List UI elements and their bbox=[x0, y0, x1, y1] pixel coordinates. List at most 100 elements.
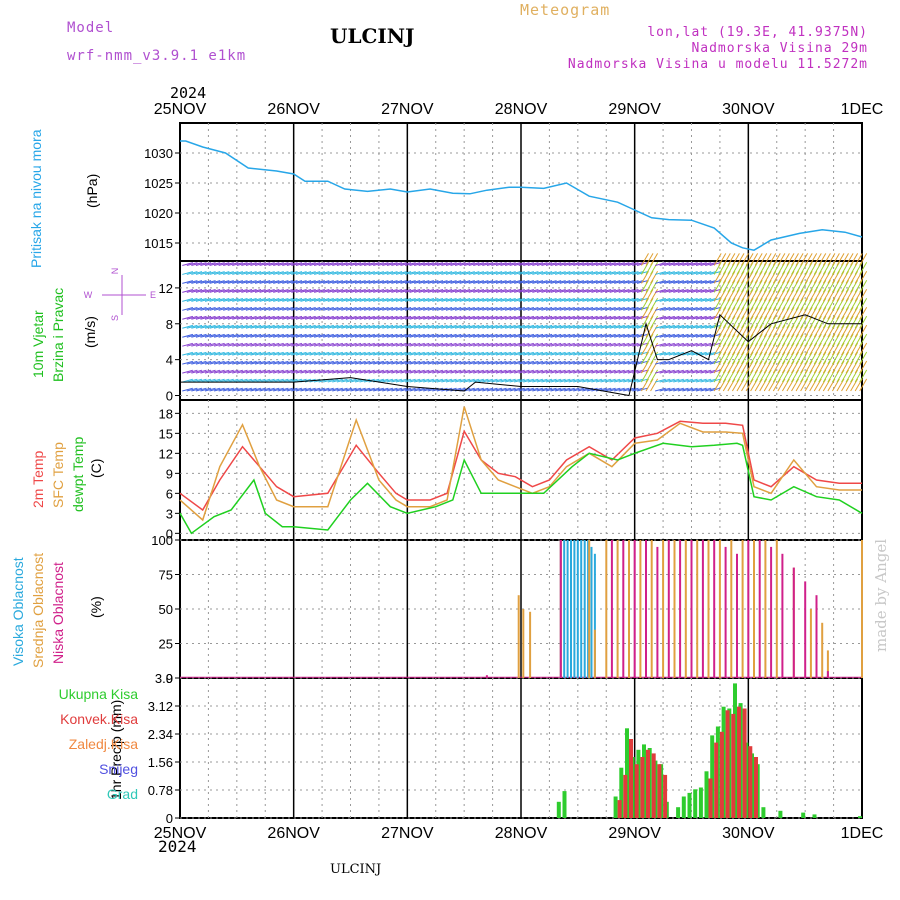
wind-barb bbox=[300, 333, 312, 338]
wind-barb bbox=[500, 333, 512, 338]
wind-barb bbox=[336, 307, 348, 311]
wind-barb bbox=[713, 324, 722, 338]
wind-barb bbox=[727, 360, 736, 374]
wind-barb bbox=[859, 306, 868, 320]
wind-barb bbox=[745, 369, 754, 383]
wind-barb bbox=[713, 262, 722, 275]
wind-barb bbox=[800, 378, 809, 392]
wind-barb bbox=[532, 387, 544, 392]
wind-barb bbox=[286, 378, 298, 383]
wind-barb bbox=[682, 342, 694, 347]
wind-barb bbox=[432, 298, 444, 302]
wind-barb bbox=[323, 387, 334, 392]
wind-barb bbox=[454, 307, 466, 311]
precip-bar-total bbox=[710, 735, 715, 818]
wind-barb bbox=[213, 271, 225, 275]
wind-barb bbox=[491, 351, 503, 356]
wind-barb bbox=[736, 288, 745, 302]
wind-barb bbox=[772, 271, 781, 284]
wind-barb bbox=[514, 307, 525, 311]
wind-barb bbox=[822, 262, 831, 275]
wind-barb bbox=[450, 298, 462, 302]
wind-barb bbox=[500, 280, 512, 284]
compass-n: N bbox=[110, 268, 120, 275]
wind-barb bbox=[763, 280, 772, 293]
wind-barb bbox=[282, 315, 294, 320]
wind-barb bbox=[241, 369, 253, 374]
cloud-bar-low bbox=[633, 540, 636, 678]
wind-barb bbox=[500, 289, 512, 293]
wind-barb bbox=[623, 271, 635, 275]
wind-barb bbox=[604, 351, 616, 356]
wind-barb bbox=[836, 306, 845, 320]
wind-barb bbox=[218, 342, 230, 347]
wind-barb bbox=[245, 369, 257, 374]
wind-barb bbox=[632, 307, 644, 311]
wind-barb bbox=[268, 387, 280, 392]
wind-barb bbox=[818, 351, 827, 365]
wind-barb bbox=[645, 369, 654, 383]
wind-barb bbox=[504, 280, 516, 284]
wind-barb bbox=[186, 351, 198, 356]
wind-barb bbox=[418, 298, 430, 302]
wind-barb bbox=[564, 324, 575, 329]
wind-barb bbox=[609, 351, 621, 356]
wind-barb bbox=[359, 298, 371, 302]
wind-barb bbox=[477, 289, 489, 293]
wind-barb bbox=[795, 351, 804, 365]
wind-barb bbox=[600, 280, 612, 284]
wind-barb bbox=[759, 280, 768, 293]
precip-bar-conv bbox=[719, 731, 724, 818]
wind-barb bbox=[218, 387, 230, 392]
wind-barb bbox=[686, 271, 698, 275]
wind-barb bbox=[250, 378, 262, 383]
wind-barb bbox=[409, 378, 421, 383]
wind-barb bbox=[386, 307, 398, 311]
wind-barb bbox=[323, 262, 334, 266]
wind-barb bbox=[804, 262, 813, 275]
wind-barb bbox=[259, 369, 271, 374]
wind-barb bbox=[445, 280, 457, 284]
wind-barb bbox=[464, 387, 475, 392]
wind-barb bbox=[532, 280, 544, 284]
wind-barb bbox=[477, 307, 489, 311]
wind-barb bbox=[586, 271, 598, 275]
wind-barb bbox=[686, 315, 698, 320]
wind-barb bbox=[218, 307, 230, 311]
wind-barb bbox=[482, 369, 494, 374]
wind-barb bbox=[659, 271, 671, 275]
wind-barb bbox=[441, 333, 453, 338]
wind-barb bbox=[568, 280, 580, 284]
wind-barb bbox=[350, 262, 362, 266]
wind-barb bbox=[632, 387, 644, 392]
wind-barb bbox=[232, 351, 244, 356]
wind-barb bbox=[600, 351, 612, 356]
wind-barb bbox=[232, 298, 244, 302]
wind-barb bbox=[536, 333, 548, 338]
date-label-top: 29NOV bbox=[608, 101, 661, 118]
wind-barb bbox=[568, 324, 580, 329]
wind-barb bbox=[854, 342, 863, 356]
wind-barb bbox=[263, 298, 275, 302]
wind-barb bbox=[450, 369, 462, 374]
wind-barb bbox=[450, 351, 462, 356]
wind-barb bbox=[623, 360, 635, 365]
precip-bar-total bbox=[613, 796, 618, 818]
wind-barb bbox=[754, 306, 763, 320]
wind-barb bbox=[414, 333, 425, 338]
wind-barb bbox=[313, 324, 325, 329]
wind-barb bbox=[836, 315, 845, 329]
wind-barb bbox=[768, 342, 777, 356]
wind-barb bbox=[332, 307, 344, 311]
wind-barb bbox=[586, 369, 598, 374]
wind-barb bbox=[536, 262, 548, 266]
wind-barb bbox=[500, 360, 512, 365]
wind-barb bbox=[468, 262, 480, 266]
wind-barb bbox=[609, 360, 621, 365]
compass-s: S bbox=[110, 315, 120, 321]
cloud-bar-mid bbox=[662, 540, 665, 678]
wind-barb bbox=[491, 262, 503, 266]
wind-barb bbox=[313, 351, 325, 356]
wind-barb bbox=[809, 280, 818, 293]
wind-barb bbox=[218, 315, 230, 320]
